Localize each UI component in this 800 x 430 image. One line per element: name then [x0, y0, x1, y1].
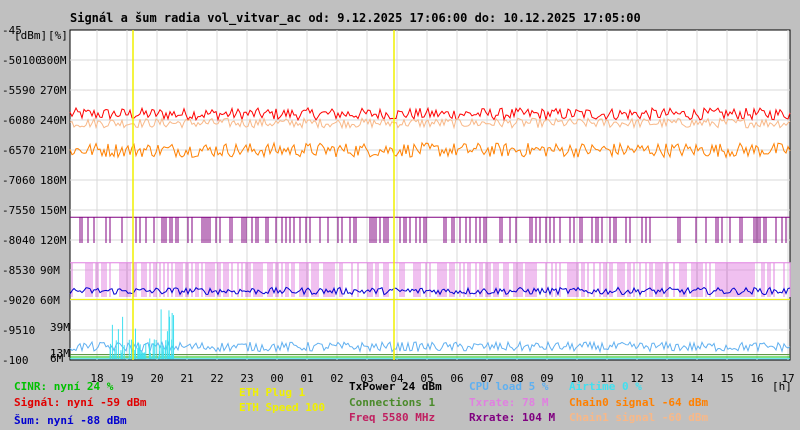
- series-cpu-load: [69, 340, 791, 354]
- legend-eth-speed: ETH Speed 100: [239, 401, 326, 414]
- y-tick-rate-extra: 6M: [50, 352, 64, 365]
- x-tick: 01: [300, 372, 313, 385]
- y-tick-rate: 60M: [40, 294, 60, 307]
- series-txrate: [70, 262, 791, 297]
- x-tick: 08: [510, 372, 523, 385]
- legend-freq: Freq 5580 MHz: [349, 411, 436, 424]
- x-tick: 22: [210, 372, 223, 385]
- y-tick-dbm: -45: [2, 24, 22, 37]
- y-tick-pct: 50: [22, 204, 35, 217]
- legend-cinr: CINR: nyní 24 %: [14, 380, 114, 393]
- x-tick: 17: [781, 372, 794, 385]
- y-tick-pct: 90: [22, 84, 35, 97]
- x-tick: 03: [360, 372, 373, 385]
- x-tick: 14: [690, 372, 704, 385]
- legend-noise: Šum: nyní -88 dBm: [14, 414, 127, 427]
- legend-chain1: Chain1 signal -60 dBm: [569, 411, 709, 424]
- x-tick: 13: [660, 372, 673, 385]
- y-tick-pct: 80: [22, 114, 35, 127]
- y-tick-dbm: -50: [2, 54, 22, 67]
- x-tick: 02: [330, 372, 343, 385]
- y-tick-pct: 70: [22, 144, 35, 157]
- x-tick: 09: [540, 372, 553, 385]
- marker-layer: [132, 30, 395, 360]
- x-tick: 20: [150, 372, 163, 385]
- x-tick: 12: [630, 372, 643, 385]
- x-tick: 16: [750, 372, 763, 385]
- series-chain1-signal: [69, 116, 791, 130]
- x-tick: 19: [120, 372, 133, 385]
- legend-airtime: Airtime 0 %: [569, 380, 642, 393]
- y-tick-rate: 90M: [40, 264, 60, 277]
- y-tick-dbm: -55: [2, 84, 22, 97]
- y-unit-dbm: [dBm]: [14, 29, 47, 42]
- legend-txpower: TxPower 24 dBm: [349, 380, 442, 393]
- x-tick: 18: [90, 372, 103, 385]
- series-chain0-signal: [69, 141, 791, 159]
- y-tick-rate: 210M: [40, 144, 67, 157]
- y-tick-rate-extra: 39M: [50, 321, 70, 334]
- y-tick-pct: 30: [22, 264, 35, 277]
- y-tick-dbm: -95: [2, 324, 22, 337]
- legend-cpu: CPU load 5 %: [469, 380, 549, 393]
- y-tick-dbm: -80: [2, 234, 22, 247]
- x-tick: 21: [180, 372, 193, 385]
- x-tick: 04: [390, 372, 404, 385]
- y-tick-pct: 100: [22, 54, 42, 67]
- legend-chain0: Chain0 signal -64 dBm: [569, 396, 709, 409]
- y-tick-dbm: -60: [2, 114, 22, 127]
- x-tick: 00: [270, 372, 283, 385]
- y-tick-rate: 270M: [40, 84, 67, 97]
- x-tick: 23: [240, 372, 253, 385]
- y-tick-rate: 180M: [40, 174, 67, 187]
- legend-signal: Signál: nyní -59 dBm: [14, 396, 147, 409]
- y-tick-rate: 120M: [40, 234, 67, 247]
- y-tick-dbm: -70: [2, 174, 22, 187]
- y-tick-rate: 300M: [40, 54, 67, 67]
- y-tick-dbm: -65: [2, 144, 22, 157]
- y-unit-pct: [%]: [48, 29, 68, 42]
- legend-rxrate: Rxrate: 104 M: [469, 411, 556, 424]
- y-tick-pct: 60: [22, 174, 35, 187]
- y-tick-pct: 40: [22, 234, 35, 247]
- series--um: [69, 286, 791, 297]
- chart-title: Signál a šum radia vol_vitvar_ac od: 9.1…: [70, 11, 641, 25]
- grid-layer: [69, 29, 791, 361]
- y-tick-rate: 240M: [40, 114, 67, 127]
- x-axis-label: [h]: [772, 380, 792, 393]
- legend-txrate: Txrate: 78 M: [469, 396, 549, 409]
- legend-eth-plug: ETH Plug 1: [239, 386, 306, 399]
- legend-connections: Connections 1: [349, 396, 436, 409]
- y-tick-pct: 10: [22, 324, 35, 337]
- y-tick-rate-extra: 13M: [50, 347, 70, 360]
- x-tick: 06: [450, 372, 463, 385]
- plot-area: [69, 29, 791, 361]
- series-rxrate: [70, 216, 790, 243]
- x-tick: 15: [720, 372, 733, 385]
- y-tick-dbm: -85: [2, 264, 22, 277]
- y-tick-dbm: -75: [2, 204, 22, 217]
- y-tick-dbm: -90: [2, 294, 22, 307]
- y-tick-dbm: -100: [2, 354, 29, 367]
- x-tick: 11: [600, 372, 613, 385]
- x-tick: 10: [570, 372, 583, 385]
- x-tick: 07: [480, 372, 493, 385]
- series-layer: [69, 106, 791, 360]
- y-tick-pct: 20: [22, 294, 35, 307]
- x-tick: 05: [420, 372, 433, 385]
- y-tick-rate: 150M: [40, 204, 67, 217]
- series-sign-l: [69, 106, 791, 122]
